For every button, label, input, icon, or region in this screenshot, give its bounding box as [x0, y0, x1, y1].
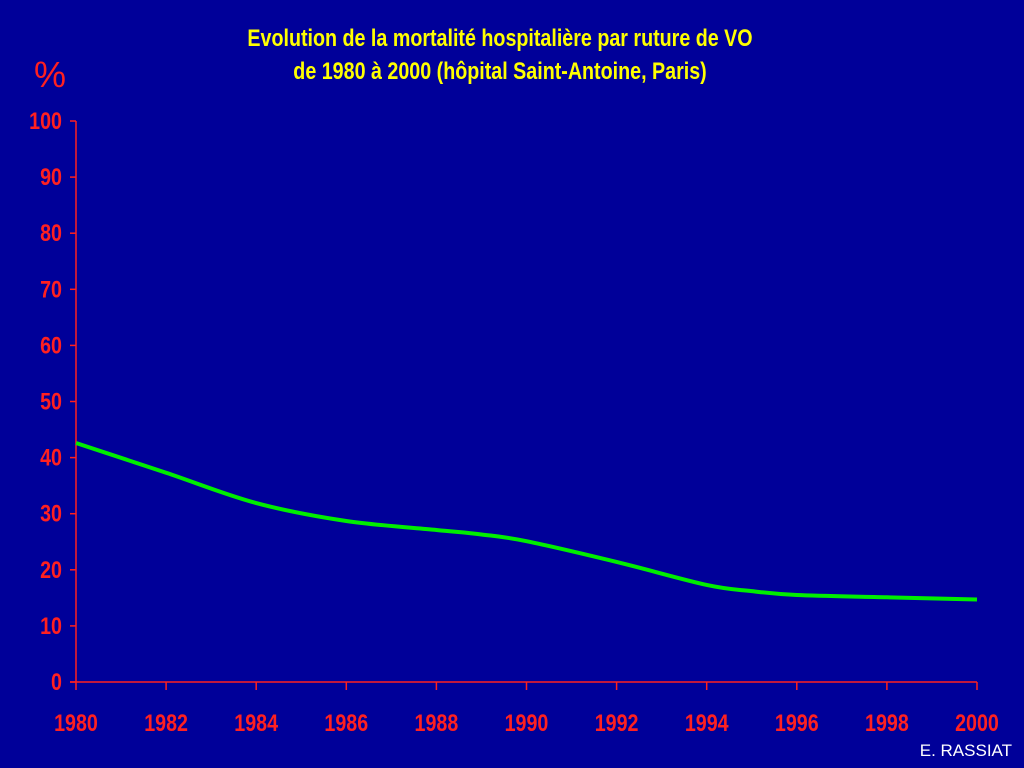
- y-tick-label: 80: [40, 219, 62, 246]
- y-tick-label: 0: [51, 668, 62, 695]
- y-tick-label: 20: [40, 556, 62, 583]
- title-line-1: Evolution de la mortalité hospitalière p…: [247, 25, 753, 52]
- x-tick-label: 1980: [54, 709, 98, 736]
- y-tick-label: 90: [40, 163, 62, 190]
- x-tick-label: 1988: [415, 709, 459, 736]
- x-tick-label: 1994: [685, 709, 729, 736]
- x-tick-label: 1986: [324, 709, 368, 736]
- series-line: [75, 441, 978, 602]
- x-tick-label: 1984: [234, 709, 278, 736]
- chart-title: Evolution de la mortalité hospitalière p…: [90, 22, 910, 88]
- x-tick-label: 1982: [144, 709, 188, 736]
- y-tick-label: 40: [40, 444, 62, 471]
- y-tick-label: 60: [40, 332, 62, 359]
- x-tick-label: 1992: [595, 709, 639, 736]
- x-tick-label: 1990: [505, 709, 549, 736]
- y-tick-label: 50: [40, 388, 62, 415]
- y-tick-label: 100: [29, 107, 62, 134]
- y-tick-label: 10: [40, 612, 62, 639]
- y-axis-label: %: [34, 54, 67, 95]
- y-tick-label: 70: [40, 275, 62, 302]
- author-credit: E. RASSIAT: [919, 741, 1012, 760]
- x-tick-label: 1998: [865, 709, 909, 736]
- x-tick-label: 2000: [955, 709, 999, 736]
- title-line-2: de 1980 à 2000 (hôpital Saint-Antoine, P…: [293, 58, 707, 85]
- y-tick-label: 30: [40, 500, 62, 527]
- x-tick-label: 1996: [775, 709, 819, 736]
